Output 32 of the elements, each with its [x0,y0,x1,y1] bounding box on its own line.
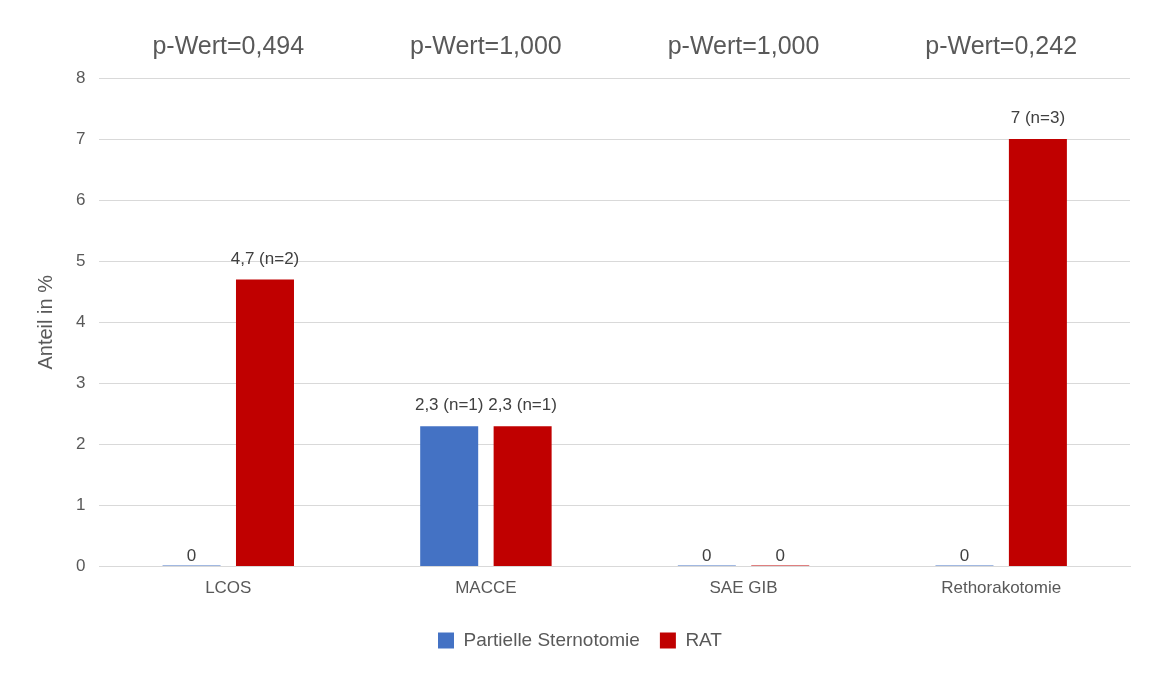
data-label: 7 (n=3) [1010,108,1066,128]
text: p-Wert=0,242 [925,31,1078,60]
bar [420,426,479,567]
text: p-Wert=0,494 [152,31,305,60]
data-label: 0 [186,545,197,565]
text: p-Wert=1,000 [410,31,562,60]
y-tick-label: 5 [75,250,86,270]
y-tick-label: 6 [75,189,86,209]
x-tick-label: MACCE [455,578,517,598]
bar [1008,139,1067,567]
y-tick-label: 0 [75,556,86,576]
data-label: 2,3 (n=1) [414,395,484,415]
x-tick-label: Rethorakotomie [941,578,1062,598]
bar [235,279,294,567]
x-tick-label: SAE GIB [709,578,778,598]
data-label: 4,7 (n=2) [230,248,300,268]
text: p-Wert=1,000 [667,31,820,60]
y-tick-label: 4 [75,311,86,331]
y-tick-label: 2 [75,434,86,454]
y-tick-label: 8 [75,67,86,87]
y-tick-label: 3 [75,373,86,393]
data-label: 2,3 (n=1) [488,395,557,415]
y-tick-label: 1 [75,495,86,515]
legend-label: Partielle Sternotomie [463,628,640,650]
y-axis-title: Anteil in % [33,274,56,370]
y-tick-label: 7 [75,128,86,148]
data-label: 0 [702,545,712,565]
legend-label: RAT [685,628,723,650]
x-tick-label: LCOS [205,578,252,598]
data-label: 0 [959,545,970,565]
data-label: 0 [775,545,785,565]
bar [493,426,552,567]
